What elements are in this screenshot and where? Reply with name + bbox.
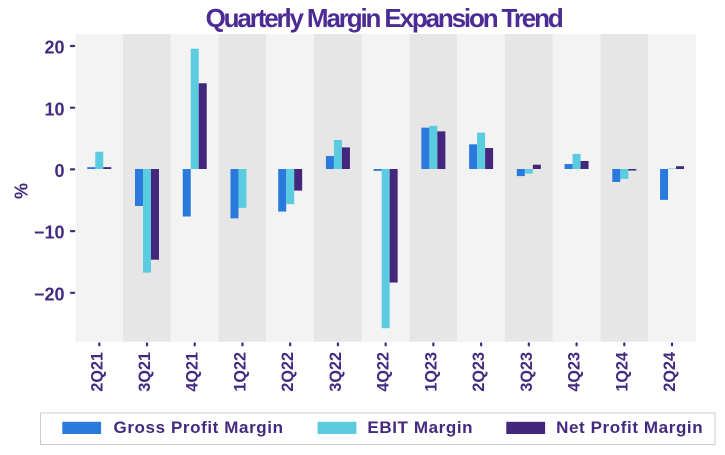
svg-text:4Q21: 4Q21 xyxy=(184,352,202,392)
svg-text:2Q23: 2Q23 xyxy=(470,352,488,392)
svg-text:1Q23: 1Q23 xyxy=(422,352,440,392)
svg-text:Quarterly Margin Expansion Tre: Quarterly Margin Expansion Trend xyxy=(206,3,563,33)
svg-text:10: 10 xyxy=(44,99,64,119)
svg-text:4Q22: 4Q22 xyxy=(375,352,393,392)
svg-text:Gross Profit Margin: Gross Profit Margin xyxy=(114,418,284,437)
svg-text:2Q21: 2Q21 xyxy=(88,352,106,392)
svg-text:0: 0 xyxy=(54,161,64,181)
svg-text:Net Profit Margin: Net Profit Margin xyxy=(556,418,703,437)
svg-text:4Q23: 4Q23 xyxy=(566,352,584,392)
svg-text:1Q22: 1Q22 xyxy=(231,352,249,392)
svg-text:2Q22: 2Q22 xyxy=(279,352,297,392)
svg-text:3Q22: 3Q22 xyxy=(327,352,345,392)
svg-text:1Q24: 1Q24 xyxy=(613,352,631,392)
svg-text:20: 20 xyxy=(44,38,64,58)
svg-text:2Q24: 2Q24 xyxy=(661,352,679,392)
svg-text:3Q21: 3Q21 xyxy=(136,352,154,392)
svg-text:%: % xyxy=(11,183,31,199)
svg-text:EBIT Margin: EBIT Margin xyxy=(367,418,473,437)
svg-text:−10: −10 xyxy=(34,223,65,243)
svg-text:3Q23: 3Q23 xyxy=(518,352,536,392)
svg-text:−20: −20 xyxy=(34,284,65,304)
